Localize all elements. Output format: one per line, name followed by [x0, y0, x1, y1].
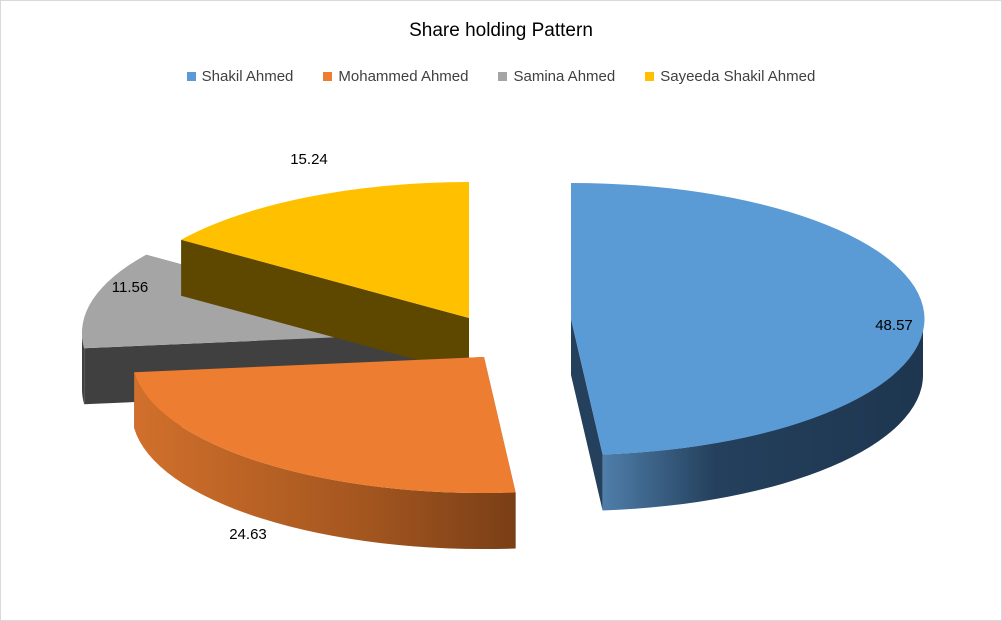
slice-wall-shakil-ahmed-1	[571, 319, 603, 511]
legend-label: Shakil Ahmed	[201, 68, 294, 85]
slice-rim-mohammed-ahmed-0	[134, 372, 516, 550]
legend-item-shakil: Shakil Ahmed	[186, 68, 294, 85]
legend: Shakil Ahmed Mohammed Ahmed Samina Ahmed…	[1, 68, 1001, 85]
legend-item-sayeeda: Sayeeda Shakil Ahmed	[645, 68, 815, 85]
legend-swatch	[323, 72, 333, 81]
legend-label: Sayeeda Shakil Ahmed	[660, 68, 816, 85]
slice-rim-samina-ahmed-0	[81, 333, 85, 405]
slice-wall-sayeeda-shakil-ahmed-0	[181, 239, 469, 374]
data-label-samina-ahmed: 11.56	[112, 279, 148, 296]
data-label-shakil-ahmed: 48.57	[875, 317, 913, 334]
legend-item-mohammed: Mohammed Ahmed	[323, 68, 468, 85]
legend-swatch	[645, 72, 655, 81]
slice-rim-shakil-ahmed-0	[602, 319, 923, 511]
pie-slice-shakil-ahmed	[571, 182, 925, 455]
pie-slice-mohammed-ahmed	[134, 357, 516, 494]
legend-swatch	[186, 72, 196, 81]
legend-label: Samina Ahmed	[513, 68, 616, 85]
chart-title: Share holding Pattern	[409, 20, 593, 41]
legend-label: Mohammed Ahmed	[338, 68, 469, 85]
pie-slice-sayeeda-shakil-ahmed	[181, 182, 469, 318]
legend-swatch	[498, 72, 508, 81]
data-label-sayeeda-shakil-ahmed: 15.24	[290, 151, 328, 168]
data-label-mohammed-ahmed: 24.63	[229, 526, 267, 543]
legend-item-samina: Samina Ahmed	[498, 68, 615, 85]
